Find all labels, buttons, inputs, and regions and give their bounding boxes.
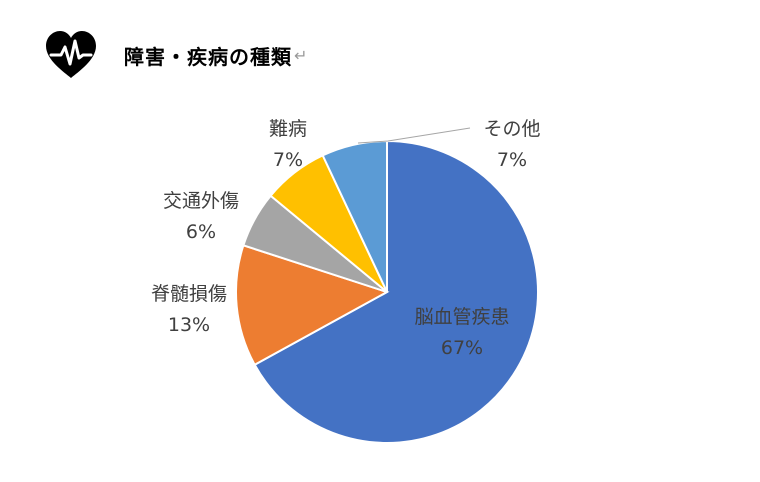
pie-slice-1 [235, 244, 390, 367]
slice-label-1: 脊髄損傷 [151, 283, 227, 305]
slice-label-3: 難病 [269, 118, 307, 140]
return-mark: ↵ [294, 45, 308, 65]
slice-value-0: 67% [441, 337, 483, 359]
slice-value-1: 13% [168, 314, 210, 336]
chart-header: 障害・疾病の種類 ↵ [44, 30, 307, 80]
slice-value-4: 7% [497, 149, 527, 171]
slice-label-2: 交通外傷 [163, 190, 239, 212]
slice-value-3: 7% [273, 149, 303, 171]
chart-title: 障害・疾病の種類 [124, 44, 292, 69]
leader-line-other [357, 127, 471, 144]
slice-label-0: 脳血管疾患 [414, 306, 509, 328]
pie-slice-0 [253, 139, 539, 444]
heart-pulse-icon [46, 31, 96, 78]
slice-label-4: その他 [483, 118, 540, 140]
slice-value-2: 6% [186, 221, 216, 243]
